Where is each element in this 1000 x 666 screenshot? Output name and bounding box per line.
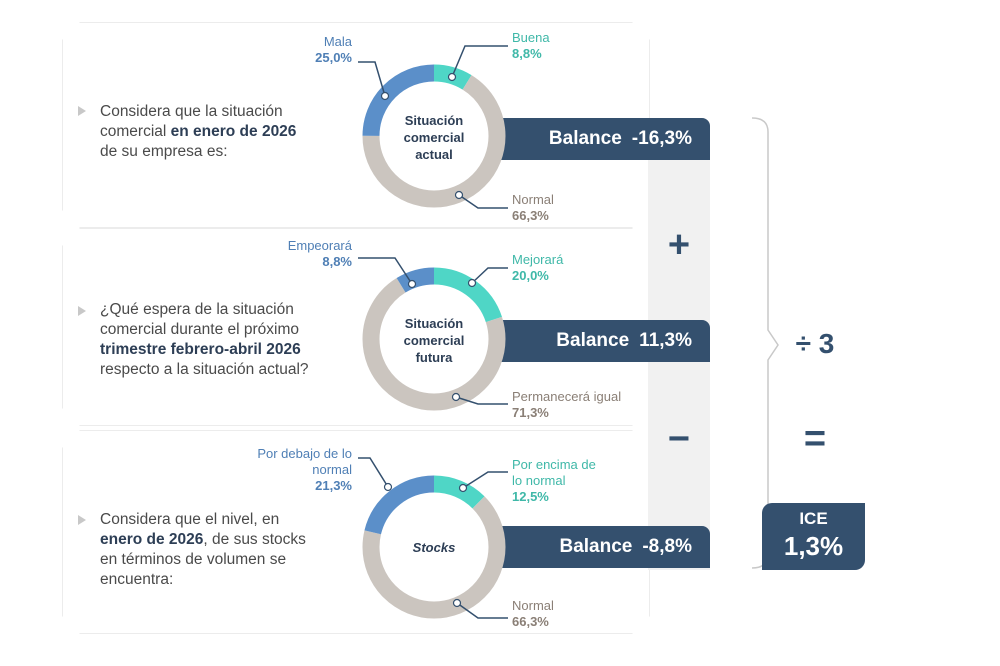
ice-label: ICE	[799, 509, 828, 528]
donut-center-label: Stocks	[412, 540, 456, 555]
leader-dot	[407, 279, 417, 289]
donut-center-label: Situación comercial actual	[403, 113, 465, 162]
leader-line	[462, 471, 508, 489]
leader-line	[456, 602, 508, 619]
leader-line	[358, 457, 389, 488]
segment-name: Por debajo de lo normal	[257, 446, 352, 477]
question-text: de su empresa es:	[100, 143, 228, 160]
balance-value: 11,3%	[639, 330, 692, 351]
question-text: ¿Qué espera de la situación comercial du…	[100, 301, 300, 338]
donut-segment-neutral	[362, 267, 506, 411]
segment-name: Empeorará	[287, 238, 352, 253]
question-text: Considera que el nivel, en	[100, 511, 280, 528]
donut-segment-negative	[362, 267, 506, 411]
leader-line	[451, 45, 508, 78]
leader-dot	[451, 392, 461, 402]
leader-line	[358, 257, 413, 285]
bullet-icon	[78, 515, 86, 525]
segment-value: 21,3%	[315, 478, 352, 493]
question-2: ¿Qué espera de la situación comercial du…	[100, 300, 350, 380]
donut-3	[362, 475, 506, 619]
operator-strip	[648, 160, 710, 570]
leader-line	[471, 267, 508, 284]
leader-line	[458, 194, 508, 209]
label-negative: Empeorará 8,8%	[288, 238, 352, 270]
question-3: Considera que el nivel, en enero de 2026…	[100, 510, 315, 590]
label-neutral: Normal 66,3%	[512, 192, 554, 224]
minus-operator: −	[667, 418, 691, 460]
segment-name: Permanecerá igual	[512, 389, 622, 404]
leader-dot	[467, 278, 477, 288]
ice-result: ICE 1,3%	[762, 503, 865, 570]
question-1: Considera que la situación comercial en …	[100, 102, 300, 162]
bullet-icon	[78, 106, 86, 116]
leader-dot	[454, 190, 464, 200]
label-positive: Buena 8,8%	[512, 30, 550, 62]
donut-2	[362, 267, 506, 411]
balance-label: Balance	[559, 536, 633, 557]
donut-segment-neutral	[362, 64, 506, 208]
leader-dot	[447, 72, 457, 82]
brace	[751, 117, 779, 569]
question-bold: enero de 2026	[100, 531, 204, 548]
equals-operator: =	[803, 418, 827, 460]
leader-dot	[452, 598, 462, 608]
donut-center-label: Situación comercial futura	[403, 316, 465, 365]
segment-name: Por encima de lo normal	[512, 457, 596, 488]
question-bold: en enero de 2026	[170, 123, 297, 140]
balance-bar-1: Balance -16,3%	[500, 118, 710, 160]
leader-line	[455, 396, 508, 405]
donut-segment-negative	[362, 475, 506, 619]
donut-segment-neutral	[362, 475, 506, 619]
divide-operator: ÷ 3	[795, 328, 835, 359]
segment-value: 20,0%	[512, 268, 549, 283]
leader-line	[358, 61, 386, 97]
label-negative: Mala 25,0%	[315, 34, 352, 66]
segment-name: Normal	[512, 192, 554, 207]
leader-dot	[383, 482, 393, 492]
segment-value: 25,0%	[315, 50, 352, 65]
balance-value: -16,3%	[631, 128, 692, 149]
plus-operator: +	[667, 224, 691, 266]
donut-1	[362, 64, 506, 208]
balance-label: Balance	[556, 330, 630, 351]
bullet-icon	[78, 306, 86, 316]
segment-value: 8,8%	[512, 46, 542, 61]
label-neutral: Permanecerá igual 71,3%	[512, 389, 621, 421]
label-positive: Por encima de lo normal 12,5%	[512, 457, 597, 505]
segment-name: Mala	[323, 34, 352, 49]
balance-bar-3: Balance -8,8%	[500, 526, 710, 568]
label-negative: Por debajo de lo normal 21,3%	[257, 446, 352, 494]
label-neutral: Normal 66,3%	[512, 598, 554, 630]
question-text: Considera que la situación comercial	[100, 103, 283, 140]
balance-label: Balance	[548, 128, 622, 149]
segment-value: 12,5%	[512, 489, 549, 504]
ice-value: 1,3%	[783, 531, 844, 561]
segment-value: 66,3%	[512, 208, 549, 223]
question-bold: trimestre febrero-abril 2026	[100, 341, 301, 358]
segment-name: Buena	[512, 30, 550, 45]
segment-value: 71,3%	[512, 405, 549, 420]
balance-value: -8,8%	[642, 536, 692, 557]
segment-value: 8,8%	[322, 254, 352, 269]
leader-dot	[380, 91, 390, 101]
segment-value: 66,3%	[512, 614, 549, 629]
donut-segment-negative	[362, 64, 506, 208]
segment-name: Mejorará	[512, 252, 564, 267]
balance-bar-2: Balance 11,3%	[500, 320, 710, 362]
leader-dot	[458, 483, 468, 493]
label-positive: Mejorará 20,0%	[512, 252, 563, 284]
segment-name: Normal	[512, 598, 554, 613]
question-text: , de sus stocks en términos de volumen s…	[100, 531, 306, 588]
question-text: respecto a la situación actual?	[100, 361, 309, 378]
